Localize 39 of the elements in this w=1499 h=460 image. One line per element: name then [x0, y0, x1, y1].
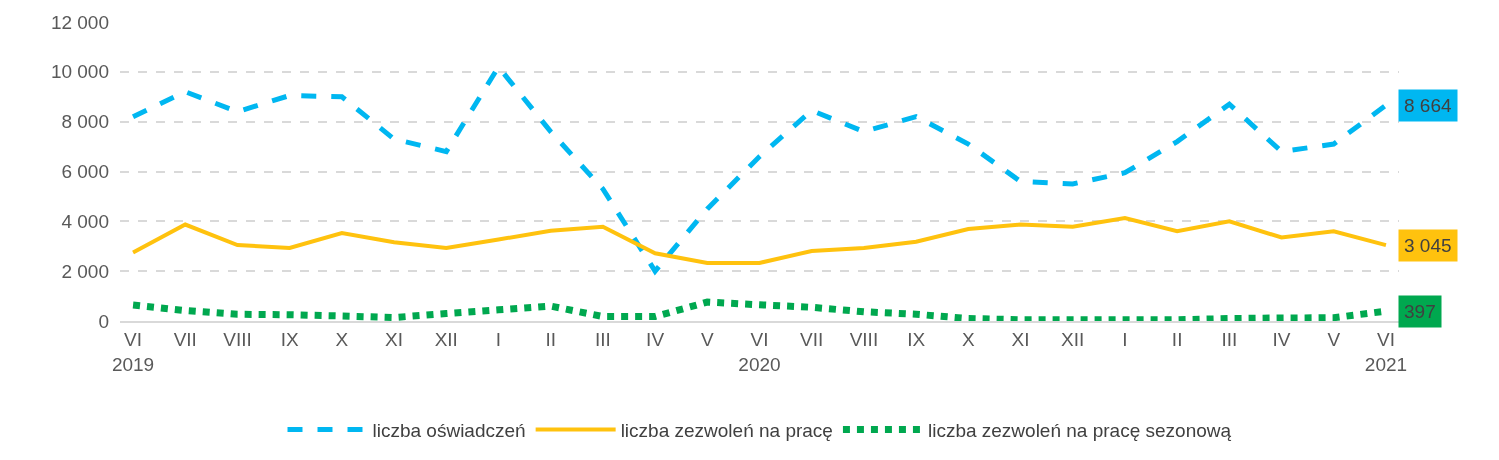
- y-tick-label: 8 000: [61, 111, 109, 133]
- legend-label: liczba zezwoleń na pracę sezonową: [927, 419, 1232, 441]
- y-tick-label: 0: [98, 310, 109, 332]
- legend-label: liczba zezwoleń na pracę: [620, 419, 833, 441]
- x-tick-label: VI 2021: [1364, 328, 1408, 375]
- legend-label: liczba oświadczeń: [372, 419, 526, 441]
- x-tick-label: VIII: [849, 328, 879, 350]
- x-tick-label: IV: [646, 328, 665, 350]
- x-tick-label: IX: [907, 328, 926, 350]
- x-tick-label: III: [594, 328, 611, 350]
- line-series: [131, 216, 1388, 265]
- x-tick-label: I: [495, 328, 502, 350]
- x-tick-label: VIII: [223, 328, 252, 350]
- y-tick-label: 12 000: [50, 11, 109, 33]
- x-tick-label: II: [1171, 328, 1183, 350]
- x-tick-label: V: [700, 328, 714, 350]
- data-label: 3 045: [1404, 235, 1452, 256]
- x-tick-label: VII: [800, 328, 824, 350]
- x-tick-label: I: [1122, 328, 1128, 350]
- x-tick-label: XI: [385, 328, 404, 350]
- x-tick-label: XII: [1061, 328, 1085, 350]
- x-tick-label: III: [1221, 328, 1238, 350]
- data-label: 8 664: [1404, 95, 1452, 116]
- x-tick-label: XI: [1011, 328, 1030, 350]
- x-tick-label: X: [961, 328, 975, 350]
- x-tick-label: VI 2020: [738, 328, 781, 375]
- x-tick-label: VII: [173, 328, 197, 350]
- data-label: 397: [1404, 301, 1436, 322]
- x-tick-label: X: [335, 328, 349, 350]
- x-tick-label: II: [545, 328, 556, 350]
- x-tick-label: VI 2019: [111, 328, 155, 375]
- x-tick-label: IX: [280, 328, 299, 350]
- x-tick-label: V: [1327, 328, 1341, 350]
- y-tick-label: 4 000: [61, 210, 109, 232]
- y-tick-label: 6 000: [61, 161, 109, 183]
- y-tick-label: 10 000: [50, 61, 109, 83]
- y-tick-label: 2 000: [61, 260, 109, 282]
- x-tick-label: IV: [1272, 328, 1291, 350]
- x-tick-label: XII: [434, 328, 458, 350]
